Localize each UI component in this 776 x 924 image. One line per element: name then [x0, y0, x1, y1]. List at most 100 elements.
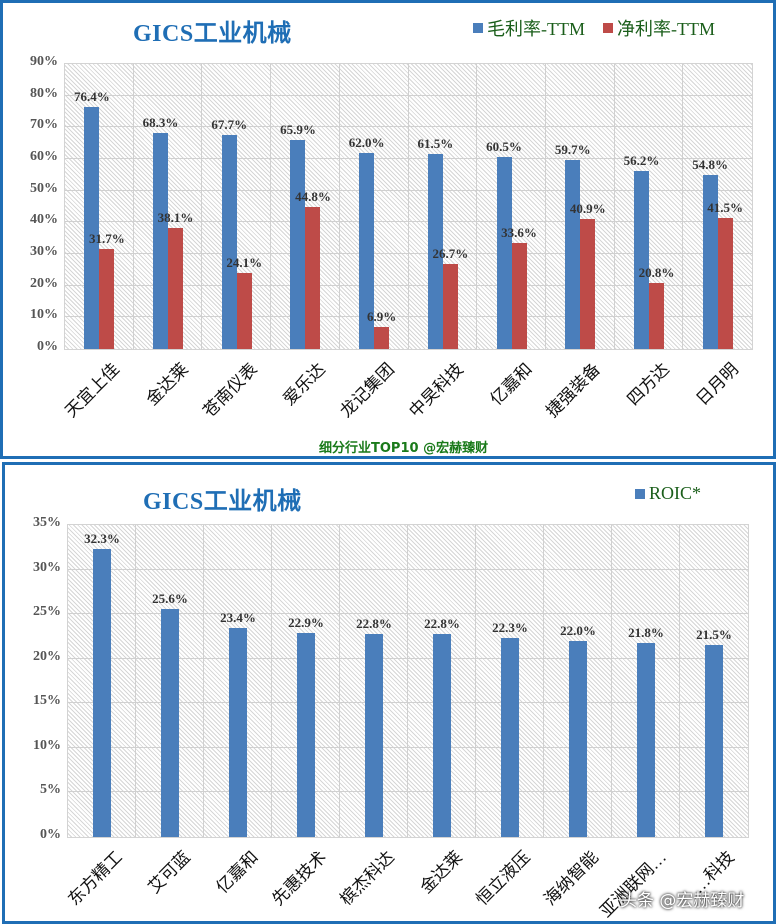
bottom-plot-area: 32.3% 25.6% 23.4% 22.9% 22.8% 22.8% 22.3% 22.0%… — [67, 524, 749, 838]
bar — [705, 645, 723, 837]
data-label: 22.9% — [288, 614, 324, 630]
gridline — [476, 64, 478, 349]
y-tick-label: 15% — [33, 693, 61, 709]
gridline — [65, 94, 752, 96]
bar — [580, 219, 596, 349]
gridline — [338, 64, 340, 349]
gridline — [68, 568, 748, 570]
data-label: 38.1% — [157, 210, 194, 226]
gridline — [68, 791, 748, 793]
bar — [236, 272, 252, 349]
gridline — [613, 64, 615, 349]
x-category-label: 日月明 — [692, 359, 742, 410]
gridline — [65, 189, 752, 191]
bar — [427, 154, 443, 349]
bottom-legend: ROIC* — [635, 483, 701, 504]
bar — [229, 628, 247, 837]
bar — [84, 107, 100, 349]
y-tick-label: 80% — [30, 85, 58, 101]
data-label: 25.6% — [152, 590, 188, 606]
data-label: 62.0% — [348, 134, 385, 150]
y-tick-label: 5% — [40, 782, 61, 798]
gridline — [407, 64, 409, 349]
x-category-label: 苍南仪表 — [199, 359, 261, 422]
legend-item-roic: ROIC* — [635, 483, 701, 504]
data-label: 60.5% — [486, 139, 522, 155]
y-tick-label: 35% — [33, 515, 61, 530]
data-label: 44.8% — [295, 189, 331, 205]
data-label: 21.8% — [628, 624, 664, 640]
data-label: 22.8% — [356, 615, 392, 631]
x-category-label: 捷强装备 — [542, 359, 605, 422]
gridline — [682, 64, 684, 349]
bar — [433, 633, 451, 837]
x-category-label: 亿嘉和 — [212, 847, 262, 898]
gridline — [475, 525, 476, 837]
red-square-icon — [603, 23, 613, 33]
bottom-chart-title: GICS工业机械 — [143, 489, 302, 515]
data-label: 22.8% — [424, 615, 460, 631]
top-footer-credit: 细分行业TOP10 @宏赫臻财 — [319, 441, 489, 456]
y-tick-label: 50% — [30, 180, 58, 196]
bar — [153, 132, 169, 349]
legend-label: 毛利率-TTM — [487, 19, 585, 39]
blue-square-icon — [473, 23, 483, 33]
bar — [633, 171, 649, 349]
data-label: 33.6% — [501, 224, 537, 240]
x-category-label: 爱乐达 — [279, 359, 330, 410]
data-label: 23.4% — [220, 610, 256, 626]
bar — [565, 159, 581, 349]
x-category-label: 恒立液压 — [472, 847, 534, 910]
gridline — [65, 284, 752, 286]
data-label: 54.8% — [692, 157, 729, 173]
y-tick-label: 0% — [40, 827, 61, 842]
bar — [297, 632, 315, 837]
x-category-label: 龙记集团 — [336, 359, 399, 422]
x-category-label: 亿嘉和 — [486, 359, 536, 410]
y-tick-label: 90% — [30, 54, 58, 69]
gridline — [68, 613, 748, 615]
gridline — [203, 525, 204, 837]
data-label: 56.2% — [623, 153, 660, 169]
data-label: 26.7% — [432, 246, 469, 262]
x-category-label: 东方精工 — [64, 847, 126, 910]
bar — [221, 134, 237, 349]
gridline — [135, 525, 136, 837]
x-category-label: 海纳智能 — [540, 847, 602, 910]
bar — [359, 152, 375, 349]
gridline — [271, 525, 272, 837]
bar — [496, 157, 512, 349]
y-tick-label: 70% — [30, 117, 58, 133]
gridline — [65, 253, 752, 254]
y-tick-label: 20% — [33, 648, 61, 664]
y-tick-label: 10% — [33, 737, 61, 753]
watermark: 头条 @宏赫臻财 — [620, 891, 745, 911]
bar — [161, 608, 179, 837]
bar — [702, 175, 718, 349]
y-tick-label: 30% — [30, 244, 58, 259]
x-category-label: 天宜上佳 — [61, 359, 124, 422]
legend-item-net-margin: 净利率-TTM — [603, 15, 715, 41]
gridline — [65, 158, 752, 159]
bar — [93, 549, 111, 837]
bar — [648, 283, 664, 349]
bar — [168, 228, 184, 349]
data-label: 61.5% — [417, 136, 454, 152]
data-label: 20.8% — [638, 265, 675, 281]
bar — [717, 217, 733, 349]
data-label: 40.9% — [569, 201, 606, 217]
gridline — [407, 525, 408, 837]
y-tick-label: 20% — [30, 275, 58, 291]
data-label: 22.3% — [492, 620, 528, 636]
data-label: 6.9% — [367, 309, 397, 325]
x-category-label: 中旲科技 — [405, 359, 467, 422]
x-category-label: 先惠技术 — [268, 847, 330, 910]
x-category-label: 四方达 — [623, 359, 673, 410]
data-label: 32.3% — [84, 531, 120, 547]
bar — [637, 642, 655, 837]
data-label: 22.0% — [560, 622, 596, 638]
data-label: 59.7% — [554, 141, 591, 157]
bar — [511, 242, 527, 349]
gridline — [132, 64, 134, 349]
bar — [501, 638, 519, 837]
